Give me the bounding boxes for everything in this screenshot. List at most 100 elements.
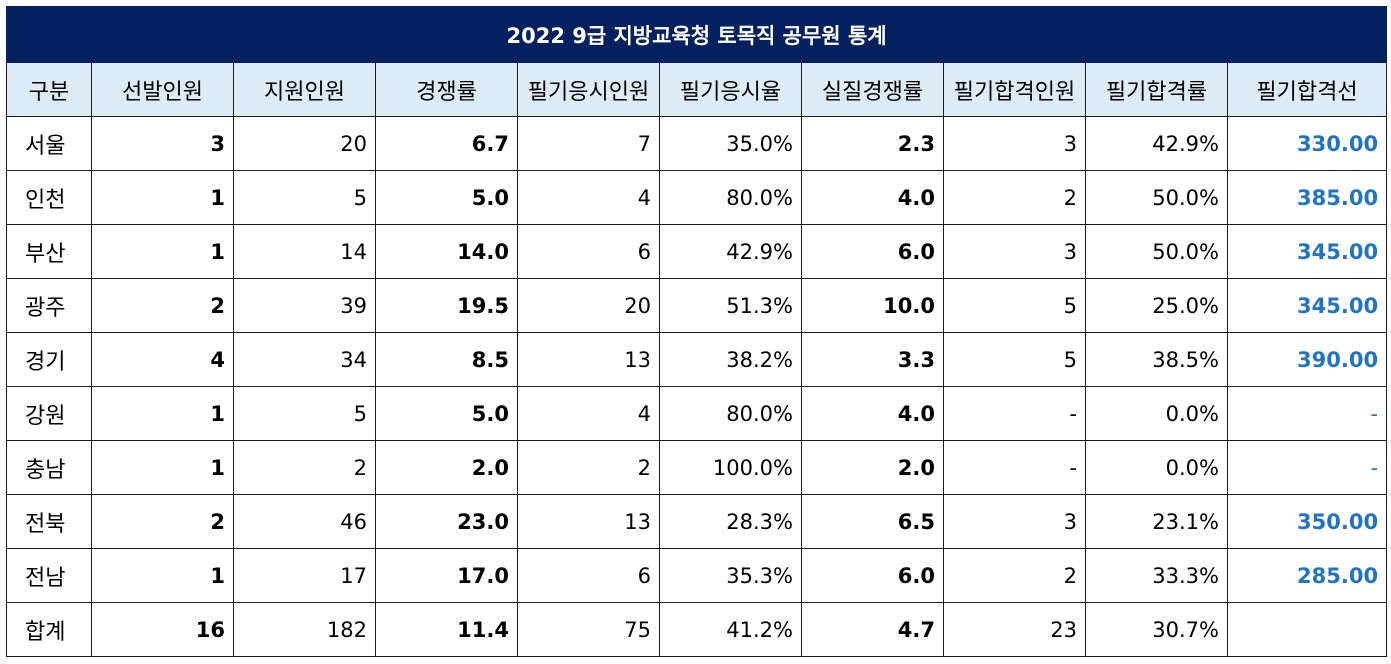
table-row: 전남 1 17 17.0 6 35.3% 6.0 2 33.3% 285.00 xyxy=(6,548,1388,603)
cell-ratio: 8.5 xyxy=(375,332,518,387)
cell-pass-rate: 50.0% xyxy=(1085,170,1228,225)
cell-take-rate: 100.0% xyxy=(659,440,802,495)
header-take-rate: 필기응시율 xyxy=(659,62,802,117)
cell-take-rate: 80.0% xyxy=(659,170,802,225)
cell-cutoff: 390.00 xyxy=(1226,332,1388,387)
cell-cutoff: - xyxy=(1226,440,1388,495)
cell-real-ratio: 2.3 xyxy=(801,116,944,171)
cell-pass-rate: 50.0% xyxy=(1085,224,1228,279)
cell-region: 부산 xyxy=(6,224,92,279)
cell-takers: 75 xyxy=(517,602,660,657)
cell-selected: 16 xyxy=(91,602,234,657)
cell-applicants: 34 xyxy=(233,332,376,387)
cell-cutoff: 385.00 xyxy=(1226,170,1388,225)
cell-ratio: 2.0 xyxy=(375,440,518,495)
table-row: 부산 1 14 14.0 6 42.9% 6.0 3 50.0% 345.00 xyxy=(6,224,1388,279)
cell-region: 합계 xyxy=(6,602,92,657)
cell-pass-rate: 30.7% xyxy=(1085,602,1228,657)
cell-take-rate: 35.3% xyxy=(659,548,802,603)
header-region: 구분 xyxy=(6,62,92,117)
cell-cutoff: 285.00 xyxy=(1226,548,1388,603)
cell-region: 충남 xyxy=(6,440,92,495)
cell-applicants: 20 xyxy=(233,116,376,171)
cell-pass-rate: 0.0% xyxy=(1085,440,1228,495)
cell-cutoff: 345.00 xyxy=(1226,224,1388,279)
cell-selected: 1 xyxy=(91,170,234,225)
cell-applicants: 5 xyxy=(233,170,376,225)
cell-passed: 3 xyxy=(943,116,1086,171)
statistics-table: 2022 9급 지방교육청 토목직 공무원 통계 구분 선발인원 지원인원 경쟁… xyxy=(5,6,1388,657)
header-passed: 필기합격인원 xyxy=(943,62,1086,117)
table-body: 서울 3 20 6.7 7 35.0% 2.3 3 42.9% 330.00 인천 1 5 5.0 4 80.… xyxy=(6,116,1388,657)
cell-applicants: 5 xyxy=(233,386,376,441)
table-row: 광주 2 39 19.5 20 51.3% 10.0 5 25.0% 345.00 xyxy=(6,278,1388,333)
cell-pass-rate: 38.5% xyxy=(1085,332,1228,387)
cell-take-rate: 35.0% xyxy=(659,116,802,171)
cell-real-ratio: 2.0 xyxy=(801,440,944,495)
cell-real-ratio: 10.0 xyxy=(801,278,944,333)
cell-real-ratio: 4.0 xyxy=(801,386,944,441)
table-row: 인천 1 5 5.0 4 80.0% 4.0 2 50.0% 385.00 xyxy=(6,170,1388,225)
cell-region: 강원 xyxy=(6,386,92,441)
header-pass-rate: 필기합격률 xyxy=(1085,62,1228,117)
cell-passed: 5 xyxy=(943,332,1086,387)
cell-real-ratio: 4.0 xyxy=(801,170,944,225)
cell-cutoff: 345.00 xyxy=(1226,278,1388,333)
cell-selected: 3 xyxy=(91,116,234,171)
cell-passed: 2 xyxy=(943,548,1086,603)
header-takers: 필기응시인원 xyxy=(517,62,660,117)
table-row: 경기 4 34 8.5 13 38.2% 3.3 5 38.5% 390.00 xyxy=(6,332,1388,387)
cell-pass-rate: 23.1% xyxy=(1085,494,1228,549)
cell-take-rate: 38.2% xyxy=(659,332,802,387)
cell-passed: - xyxy=(943,440,1086,495)
table-title: 2022 9급 지방교육청 토목직 공무원 통계 xyxy=(5,6,1388,63)
cell-passed: - xyxy=(943,386,1086,441)
table-row: 강원 1 5 5.0 4 80.0% 4.0-0.0% - xyxy=(6,386,1388,441)
cell-ratio: 6.7 xyxy=(375,116,518,171)
header-applicants: 지원인원 xyxy=(233,62,376,117)
cell-cutoff: - xyxy=(1226,386,1388,441)
table-row: 서울 3 20 6.7 7 35.0% 2.3 3 42.9% 330.00 xyxy=(6,116,1388,171)
cell-selected: 1 xyxy=(91,440,234,495)
cell-selected: 1 xyxy=(91,386,234,441)
header-cutoff: 필기합격선 xyxy=(1226,62,1388,117)
header-selected: 선발인원 xyxy=(91,62,234,117)
cell-ratio: 5.0 xyxy=(375,386,518,441)
cell-applicants: 39 xyxy=(233,278,376,333)
title-row: 2022 9급 지방교육청 토목직 공무원 통계 xyxy=(5,6,1388,63)
cell-take-rate: 51.3% xyxy=(659,278,802,333)
cell-applicants: 182 xyxy=(233,602,376,657)
cell-ratio: 14.0 xyxy=(375,224,518,279)
cell-takers: 6 xyxy=(517,224,660,279)
cell-take-rate: 28.3% xyxy=(659,494,802,549)
cell-selected: 1 xyxy=(91,548,234,603)
cell-real-ratio: 4.7 xyxy=(801,602,944,657)
cell-region: 인천 xyxy=(6,170,92,225)
cell-ratio: 23.0 xyxy=(375,494,518,549)
cell-selected: 1 xyxy=(91,224,234,279)
table-row: 전북 2 46 23.0 13 28.3% 6.5 3 23.1% 350.00 xyxy=(6,494,1388,549)
cell-region: 서울 xyxy=(6,116,92,171)
cell-take-rate: 41.2% xyxy=(659,602,802,657)
cell-real-ratio: 3.3 xyxy=(801,332,944,387)
cell-take-rate: 42.9% xyxy=(659,224,802,279)
cell-pass-rate: 42.9% xyxy=(1085,116,1228,171)
header-ratio: 경쟁률 xyxy=(375,62,518,117)
cell-takers: 20 xyxy=(517,278,660,333)
cell-applicants: 17 xyxy=(233,548,376,603)
cell-region: 전북 xyxy=(6,494,92,549)
cell-cutoff: 330.00 xyxy=(1226,116,1388,171)
cell-ratio: 5.0 xyxy=(375,170,518,225)
cell-takers: 13 xyxy=(517,494,660,549)
cell-applicants: 14 xyxy=(233,224,376,279)
cell-pass-rate: 33.3% xyxy=(1085,548,1228,603)
cell-takers: 4 xyxy=(517,386,660,441)
cell-ratio: 19.5 xyxy=(375,278,518,333)
cell-passed: 23 xyxy=(943,602,1086,657)
cell-passed: 3 xyxy=(943,494,1086,549)
header-row: 구분 선발인원 지원인원 경쟁률 필기응시인원 필기응시율 실질경쟁률 필기합격… xyxy=(6,62,1388,117)
cell-takers: 4 xyxy=(517,170,660,225)
cell-applicants: 2 xyxy=(233,440,376,495)
cell-region: 전남 xyxy=(6,548,92,603)
table-row: 합계 16 182 11.4 75 41.2% 4.7 23 30.7% xyxy=(6,602,1388,657)
